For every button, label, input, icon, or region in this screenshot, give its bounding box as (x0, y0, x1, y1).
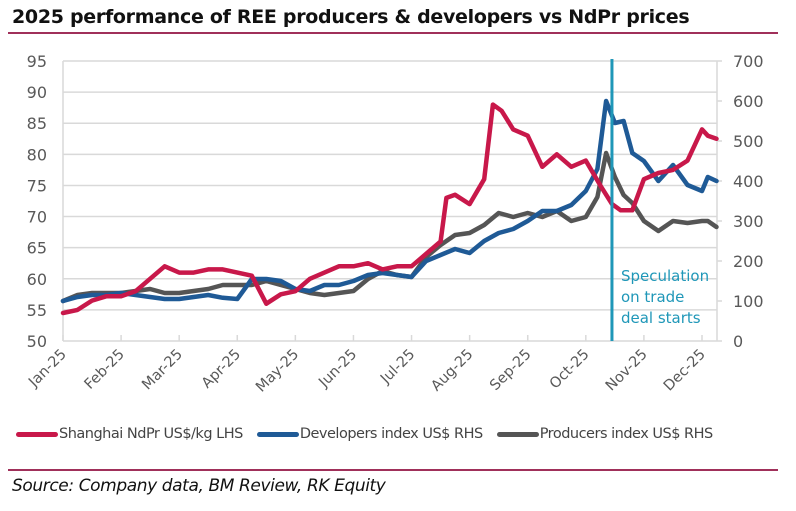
series-lines (60, 98, 719, 316)
x-tick-label: Jun-25 (315, 347, 360, 392)
y-right-tick-label: 600 (733, 92, 764, 111)
y-left-tick-label: 70 (27, 208, 47, 227)
x-tick-label: May-25 (253, 347, 302, 396)
x-tick-label: Dec-25 (661, 347, 709, 395)
gridlines (63, 60, 717, 311)
x-tick-label: Jan-25 (25, 347, 70, 392)
y-left-tick-label: 65 (27, 239, 47, 258)
title-underline (8, 32, 778, 34)
x-tick-label: Aug-25 (428, 347, 476, 395)
y-right-tick-label: 0 (733, 332, 743, 351)
y-left-tick-label: 50 (27, 332, 47, 351)
y-right-tick-label: 200 (733, 252, 764, 271)
legend-label-ndpr: Shanghai NdPr US$/kg LHS (59, 426, 243, 442)
legend-swatch-developers (256, 431, 299, 437)
legend-item-producers: Producers index US$ RHS (496, 426, 714, 442)
footer-rule (8, 469, 778, 471)
source-note: Source: Company data, BM Review, RK Equi… (12, 476, 386, 496)
axes: 50 55 60 65 70 75 80 85 90 95 0 100 200 300 400 500 600 7… (25, 52, 763, 396)
x-tick-label: Oct-25 (547, 347, 593, 393)
annotation-text: deal starts (621, 309, 701, 327)
chart-title: 2025 performance of REE producers & deve… (12, 6, 690, 28)
legend-item-ndpr: Shanghai NdPr US$/kg LHS (16, 426, 243, 442)
series-line-developers (60, 98, 719, 304)
y-left-tick-label: 55 (27, 301, 47, 320)
annotation: Speculation on trade deal starts (610, 59, 709, 341)
y-left-tick-label: 85 (27, 114, 47, 133)
y-right-tick-label: 700 (733, 52, 764, 71)
x-tick-label: Sep-25 (487, 347, 534, 394)
y-right-tick-label: 100 (733, 292, 764, 311)
x-tick-label: Jul-25 (377, 347, 418, 388)
annotation-text: on trade (621, 288, 684, 306)
legend-item-developers: Developers index US$ RHS (256, 426, 483, 442)
annotation-text: Speculation (621, 267, 709, 285)
y-left-tick-label: 80 (27, 145, 47, 164)
y-left-tick-label: 75 (27, 176, 47, 195)
line-chart: 50 55 60 65 70 75 80 85 90 95 0 100 200 300 400 500 600 7… (25, 52, 763, 396)
y-right-tick-label: 300 (733, 212, 764, 231)
x-tick-label: Feb-25 (82, 347, 128, 393)
legend-label-developers: Developers index US$ RHS (299, 426, 483, 442)
x-tick-label: Nov-25 (603, 347, 651, 395)
y-left-tick-label: 60 (27, 270, 47, 289)
x-tick-label: Mar-25 (139, 347, 186, 394)
legend-swatch-producers (496, 431, 539, 437)
legend: Shanghai NdPr US$/kg LHS Developers inde… (16, 426, 713, 442)
legend-swatch-ndpr (16, 431, 58, 437)
x-tick-label: Apr-25 (199, 347, 244, 392)
series-line-ndpr (60, 102, 719, 316)
y-right-tick-label: 400 (733, 172, 764, 191)
y-left-tick-label: 90 (27, 83, 47, 102)
y-right-tick-label: 500 (733, 132, 764, 151)
legend-label-producers: Producers index US$ RHS (539, 426, 714, 442)
y-left-tick-label: 95 (27, 52, 47, 71)
